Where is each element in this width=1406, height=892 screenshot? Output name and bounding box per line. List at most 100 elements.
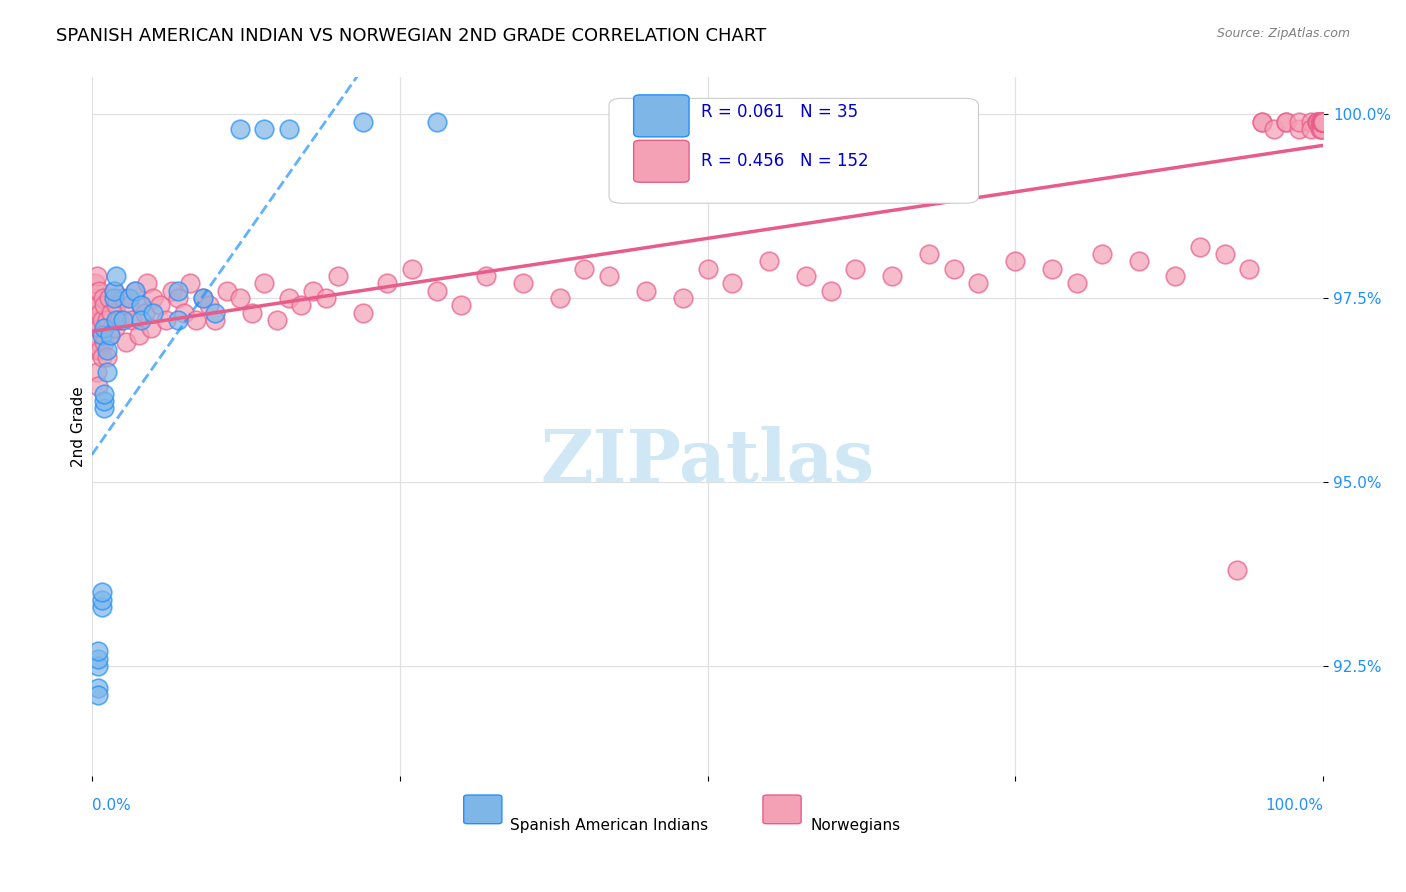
FancyBboxPatch shape: [634, 95, 689, 136]
Point: [1213, 247, 1236, 261]
Point: [1226, 563, 1249, 577]
Point: [90, 592, 112, 607]
Point: [1310, 114, 1333, 128]
Point: [100, 306, 122, 320]
Point: [167, 313, 190, 327]
Point: [139, 320, 162, 334]
Point: [1312, 114, 1334, 128]
Point: [1312, 114, 1334, 128]
Point: [115, 335, 138, 350]
Point: [103, 291, 125, 305]
Point: [672, 291, 695, 305]
Point: [142, 306, 165, 320]
Point: [1312, 114, 1334, 128]
Point: [1275, 114, 1298, 128]
Point: [1312, 114, 1334, 128]
Point: [918, 247, 941, 261]
Point: [1312, 114, 1334, 128]
Point: [1312, 114, 1334, 128]
Point: [89, 284, 111, 298]
Point: [844, 261, 866, 276]
Point: [96, 350, 118, 364]
Point: [93, 386, 115, 401]
Point: [1164, 268, 1187, 283]
Point: [86, 268, 108, 283]
Point: [93, 335, 115, 350]
Point: [1312, 114, 1334, 128]
Text: ZIPatlas: ZIPatlas: [540, 426, 875, 497]
Point: [1312, 114, 1334, 128]
Text: R = 0.456   N = 152: R = 0.456 N = 152: [702, 153, 869, 170]
Point: [118, 298, 141, 312]
Point: [1312, 114, 1334, 128]
Text: Source: ZipAtlas.com: Source: ZipAtlas.com: [1216, 27, 1350, 40]
Point: [1309, 114, 1331, 128]
FancyBboxPatch shape: [634, 140, 689, 182]
Point: [266, 313, 288, 327]
Point: [124, 284, 146, 298]
Point: [197, 298, 219, 312]
Point: [186, 313, 208, 327]
Point: [129, 313, 152, 327]
Point: [1312, 114, 1334, 128]
Point: [375, 277, 398, 291]
Point: [1312, 114, 1334, 128]
Point: [86, 365, 108, 379]
Point: [87, 651, 110, 665]
Point: [1309, 122, 1331, 136]
Point: [96, 313, 118, 327]
Point: [1312, 114, 1334, 128]
Point: [105, 268, 128, 283]
Point: [89, 306, 111, 320]
Point: [90, 585, 112, 599]
Point: [167, 284, 190, 298]
Point: [204, 313, 226, 327]
Point: [90, 350, 112, 364]
Point: [108, 313, 131, 327]
Point: [167, 291, 190, 305]
Point: [1312, 114, 1334, 128]
Point: [86, 343, 108, 357]
Point: [1250, 114, 1272, 128]
Point: [352, 306, 374, 320]
Point: [450, 298, 472, 312]
Point: [942, 261, 965, 276]
Point: [96, 343, 118, 357]
Point: [352, 114, 374, 128]
Point: [103, 284, 125, 298]
Point: [253, 277, 276, 291]
Point: [228, 291, 250, 305]
Point: [84, 313, 107, 327]
Point: [129, 298, 152, 312]
Point: [1306, 114, 1329, 128]
Text: Norwegians: Norwegians: [810, 818, 900, 833]
Point: [1312, 114, 1334, 128]
Point: [98, 327, 121, 342]
Text: 0.0%: 0.0%: [91, 798, 131, 814]
Point: [882, 268, 904, 283]
Point: [87, 688, 110, 702]
Point: [1312, 114, 1334, 128]
Point: [87, 644, 110, 658]
Point: [98, 327, 121, 342]
Point: [253, 122, 276, 136]
Point: [1299, 122, 1322, 136]
Point: [1091, 247, 1114, 261]
Point: [1312, 114, 1334, 128]
Point: [124, 284, 146, 298]
Point: [103, 284, 125, 298]
Point: [721, 277, 744, 291]
Point: [1312, 114, 1334, 128]
Text: 100.0%: 100.0%: [1265, 798, 1323, 814]
Text: Spanish American Indians: Spanish American Indians: [510, 818, 709, 833]
Point: [277, 122, 299, 136]
Point: [1312, 114, 1334, 128]
Point: [696, 261, 718, 276]
Point: [93, 298, 115, 312]
Point: [426, 284, 449, 298]
Point: [93, 320, 115, 334]
Point: [1312, 114, 1334, 128]
Point: [820, 284, 842, 298]
Point: [1189, 239, 1212, 253]
Point: [240, 306, 263, 320]
